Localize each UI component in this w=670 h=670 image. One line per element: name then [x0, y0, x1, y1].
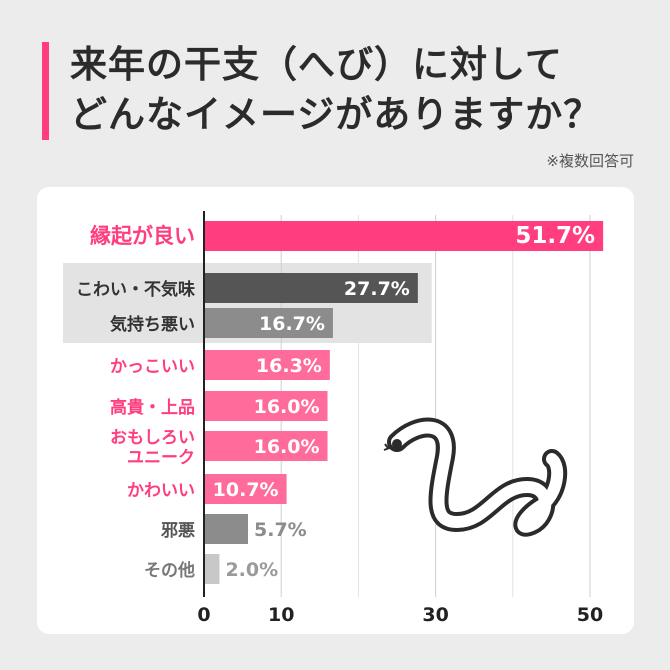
snake-icon: [383, 417, 568, 537]
value-label: 2.0%: [225, 559, 278, 581]
bar: [204, 391, 328, 421]
value-label: 27.7%: [344, 278, 410, 300]
value-label: 51.7%: [515, 223, 595, 249]
bar: [204, 221, 604, 251]
bar: [204, 474, 287, 504]
snake-head: [392, 439, 402, 449]
title-accent-bar: [42, 42, 49, 140]
bar: [204, 308, 333, 338]
bar: [204, 514, 249, 544]
x-tick-label: 0: [197, 604, 210, 626]
x-tick-label: 50: [577, 604, 603, 626]
value-label: 16.0%: [254, 396, 320, 418]
value-label: 16.7%: [259, 313, 325, 335]
bar: [204, 350, 330, 380]
bar: [204, 431, 328, 461]
category-label: かっこいい: [110, 357, 195, 377]
bar: [204, 554, 220, 584]
value-label: 16.0%: [254, 436, 320, 458]
value-label: 5.7%: [254, 519, 307, 541]
multiple-answer-note: ※複数回答可: [546, 152, 634, 170]
title-line-1: 来年の干支（へび）に対して: [70, 43, 563, 86]
page-title: 来年の干支（へび）に対して どんなイメージがありますか？: [70, 40, 601, 140]
category-label: 縁起が良い: [90, 224, 195, 248]
category-label: こわい・不気味: [76, 279, 195, 300]
bar-chart: 縁起が良い 51.7% こわい・不気味 27.7% 気持ち悪い 16.7% かっこいい 16.…: [63, 211, 604, 626]
x-tick-label: 30: [422, 604, 448, 626]
category-label: その他: [144, 560, 195, 581]
bar: [204, 273, 418, 303]
snake-tongue: [383, 443, 393, 451]
category-label: おもしろい: [110, 428, 195, 448]
category-label: ユニーク: [127, 448, 195, 468]
title-line-2: どんなイメージがありますか？: [70, 93, 602, 136]
category-label: 気持ち悪い: [109, 314, 195, 335]
value-label: 10.7%: [213, 479, 279, 501]
category-label: 高貴・上品: [110, 397, 195, 418]
value-label: 16.3%: [256, 355, 322, 377]
x-tick-label: 10: [268, 604, 294, 626]
category-label: かわいい: [127, 481, 195, 501]
chart-card: 縁起が良い 51.7% こわい・不気味 27.7% 気持ち悪い 16.7% かっこいい 16.…: [37, 187, 634, 634]
category-label: 邪悪: [160, 521, 195, 541]
snake-body-fill: [391, 421, 564, 533]
